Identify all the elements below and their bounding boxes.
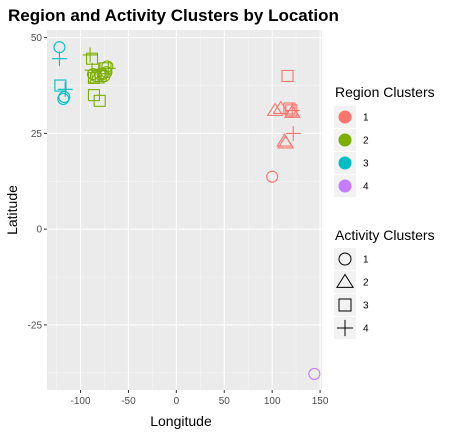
legend-region-title: Region Clusters	[335, 84, 435, 100]
legend-key-bg	[334, 248, 356, 270]
chart-title: Region and Activity Clusters by Location	[8, 6, 339, 25]
data-point	[101, 60, 114, 73]
legend-activity-label: 2	[363, 278, 369, 289]
legend-region-swatch	[338, 133, 352, 147]
x-tick-label: -50	[121, 396, 136, 407]
x-axis-label: Longitude	[150, 413, 212, 429]
x-tick-label: 0	[174, 396, 180, 407]
y-tick-label: 50	[31, 33, 43, 44]
x-tick-label: -100	[71, 396, 91, 407]
data-point	[308, 367, 321, 380]
legend-region-label: 3	[363, 159, 369, 170]
data-point	[58, 90, 71, 104]
legend-region-label: 2	[363, 136, 369, 147]
plot-panel	[47, 30, 322, 390]
y-axis: -25 0 25 50	[28, 33, 47, 331]
data-point	[82, 47, 98, 63]
y-tick-label: -25	[28, 320, 43, 331]
legend-region-swatch	[338, 156, 352, 170]
data-point	[52, 51, 67, 67]
data-point	[88, 69, 106, 84]
legend-activity-swatch	[335, 273, 355, 288]
legend-region-label: 4	[363, 182, 369, 193]
data-point	[266, 170, 279, 183]
legend-region-label: 1	[363, 113, 369, 124]
y-tick-label: 0	[36, 225, 42, 236]
legend-activity-label: 3	[363, 301, 369, 312]
data-point	[100, 60, 116, 76]
data-point	[281, 69, 294, 83]
legend-activity-swatch	[336, 319, 354, 337]
legend-region-swatch	[338, 110, 352, 124]
legend-activity-swatch	[338, 252, 352, 266]
x-tick-label: 50	[219, 396, 231, 407]
legend-region-swatch	[338, 179, 352, 193]
legend-region: Region Clusters 1 2 3 4	[334, 84, 435, 197]
data-points	[52, 41, 321, 380]
data-point	[93, 94, 106, 107]
legend-activity-label: 4	[363, 324, 369, 335]
x-axis: -100 -50 0 50 100 150	[71, 390, 329, 407]
legend-key-bg	[334, 294, 356, 316]
data-point	[266, 102, 284, 116]
legend-activity-label: 1	[363, 255, 369, 266]
y-tick-label: 25	[31, 129, 43, 140]
data-point	[276, 133, 294, 147]
legend-activity: Activity Clusters 1 2 3 4	[334, 227, 435, 339]
data-point	[100, 66, 113, 79]
x-tick-label: 100	[264, 396, 281, 407]
grid-minor	[47, 30, 322, 390]
data-point	[285, 125, 301, 141]
data-point	[272, 100, 290, 115]
data-point	[283, 102, 296, 115]
data-point	[54, 79, 67, 92]
data-point	[57, 81, 73, 97]
grid-major	[47, 30, 322, 390]
data-point	[283, 104, 301, 118]
data-point	[57, 92, 70, 105]
legend-activity-swatch	[338, 298, 352, 312]
legend-activity-title: Activity Clusters	[335, 227, 435, 243]
y-axis-label: Latitude	[4, 185, 20, 235]
x-tick-label: 150	[312, 396, 329, 407]
